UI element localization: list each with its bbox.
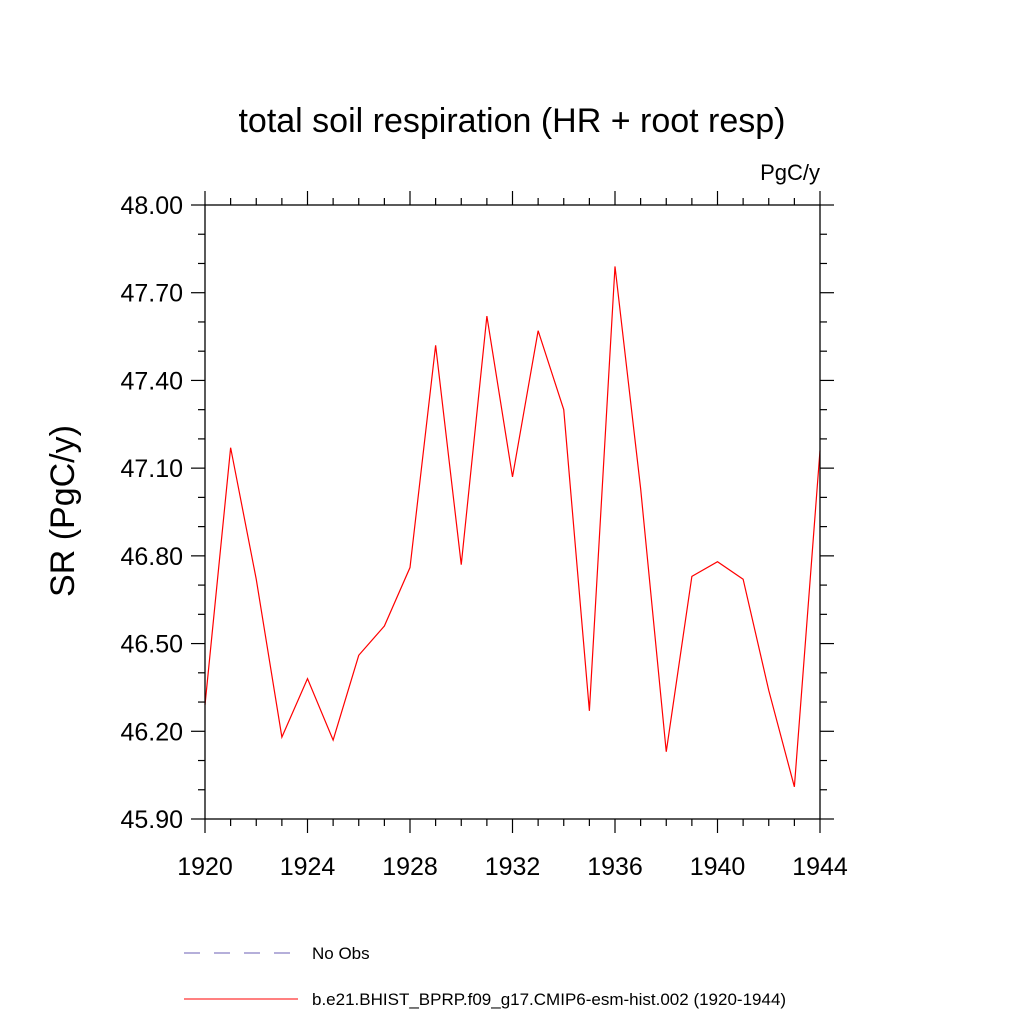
- data-series: [204, 266, 821, 787]
- x-tick-label: 1928: [382, 853, 438, 881]
- axis-tick-labels: 1920 1924 1928 1932 1936 1940 1944 45.90 46.20 46…: [120, 192, 847, 881]
- y-tick-label: 46.50: [120, 631, 183, 659]
- axis-ticks: [191, 191, 834, 833]
- y-axis-label: SR (PgC/y): [44, 425, 82, 597]
- y-tick-label: 45.90: [120, 806, 183, 834]
- y-tick-label: 46.80: [120, 543, 183, 571]
- x-tick-label: 1920: [177, 853, 233, 881]
- chart-title: total soil respiration (HR + root resp): [238, 102, 785, 140]
- y-tick-label: 46.20: [120, 718, 183, 746]
- legend-model-label: b.e21.BHIST_BPRP.f09_g17.CMIP6-esm-hist.…: [312, 990, 786, 1009]
- legend: No Obs b.e21.BHIST_BPRP.f09_g17.CMIP6-es…: [184, 944, 786, 1009]
- x-tick-label: 1932: [485, 853, 541, 881]
- x-tick-label: 1944: [792, 853, 848, 881]
- y-tick-label: 47.10: [120, 455, 183, 483]
- x-tick-label: 1936: [587, 853, 643, 881]
- series-line: [204, 266, 821, 787]
- x-tick-label: 1924: [280, 853, 336, 881]
- plot-frame: [204, 204, 821, 820]
- y-tick-label: 47.70: [120, 280, 183, 308]
- y-tick-label: 48.00: [120, 192, 183, 220]
- y-tick-label: 47.40: [120, 367, 183, 395]
- x-tick-label: 1940: [690, 853, 746, 881]
- legend-no-obs-label: No Obs: [312, 944, 370, 963]
- units-label: PgC/y: [760, 160, 820, 185]
